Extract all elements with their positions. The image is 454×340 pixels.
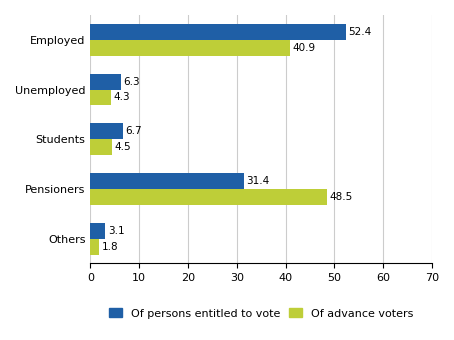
Text: 48.5: 48.5 xyxy=(330,192,353,202)
Bar xyxy=(90,139,112,155)
Bar xyxy=(90,40,290,56)
Text: 31.4: 31.4 xyxy=(246,176,269,186)
Bar xyxy=(90,123,123,139)
Text: 52.4: 52.4 xyxy=(349,27,372,37)
Bar xyxy=(90,223,105,239)
Bar xyxy=(90,239,99,255)
Legend: Of persons entitled to vote, Of advance voters: Of persons entitled to vote, Of advance … xyxy=(104,304,418,323)
Text: 6.3: 6.3 xyxy=(123,76,140,87)
Text: 1.8: 1.8 xyxy=(102,241,118,252)
Bar xyxy=(90,24,346,40)
Bar xyxy=(90,173,244,189)
Bar xyxy=(90,189,327,205)
Text: 4.5: 4.5 xyxy=(115,142,131,152)
Text: 40.9: 40.9 xyxy=(292,43,316,53)
Bar xyxy=(90,89,111,105)
Text: 3.1: 3.1 xyxy=(108,226,124,236)
Text: 6.7: 6.7 xyxy=(125,126,142,136)
Bar xyxy=(90,74,121,89)
Text: 4.3: 4.3 xyxy=(114,92,130,102)
